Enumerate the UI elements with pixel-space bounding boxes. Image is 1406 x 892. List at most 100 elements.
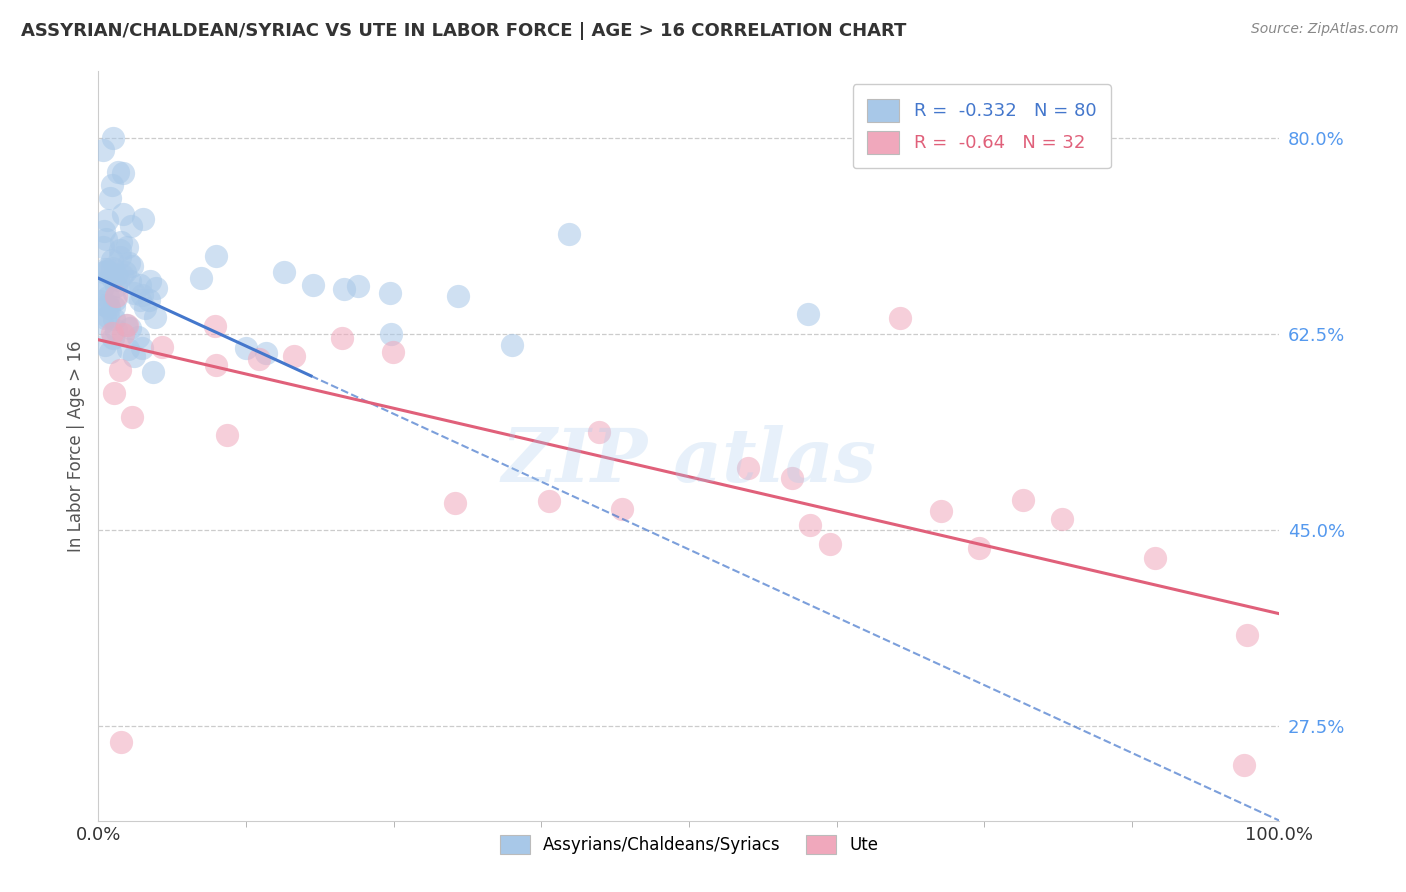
Point	[139, 274, 162, 288]
Point	[111, 326, 134, 341]
Point	[382, 345, 405, 359]
Point	[132, 211, 155, 226]
Point	[273, 265, 295, 279]
Point	[101, 178, 124, 192]
Point	[112, 207, 135, 221]
Point	[89, 293, 111, 308]
Point	[97, 301, 120, 315]
Point	[1233, 757, 1256, 772]
Point	[96, 212, 118, 227]
Point	[110, 235, 132, 250]
Point	[108, 250, 131, 264]
Point	[1050, 512, 1073, 526]
Point	[204, 318, 226, 333]
Point	[107, 165, 129, 179]
Text: Source: ZipAtlas.com: Source: ZipAtlas.com	[1251, 22, 1399, 37]
Point	[1236, 628, 1258, 642]
Point	[120, 219, 142, 233]
Point	[150, 340, 173, 354]
Point	[98, 344, 121, 359]
Point	[537, 494, 560, 508]
Point	[799, 517, 821, 532]
Point	[780, 471, 803, 485]
Point	[247, 351, 270, 366]
Point	[89, 276, 111, 290]
Point	[134, 301, 156, 315]
Point	[1144, 551, 1167, 566]
Point	[110, 243, 132, 257]
Point	[115, 318, 138, 332]
Point	[93, 224, 115, 238]
Point	[90, 316, 112, 330]
Point	[93, 239, 115, 253]
Point	[330, 331, 353, 345]
Legend: Assyrians/Chaldeans/Syriacs, Ute: Assyrians/Chaldeans/Syriacs, Ute	[494, 829, 884, 861]
Point	[796, 307, 818, 321]
Point	[118, 274, 141, 288]
Point	[101, 252, 124, 267]
Point	[110, 735, 132, 749]
Point	[235, 341, 257, 355]
Point	[190, 270, 212, 285]
Point	[443, 496, 465, 510]
Point	[118, 256, 141, 270]
Point	[97, 290, 120, 304]
Point	[122, 349, 145, 363]
Point	[254, 346, 277, 360]
Point	[215, 427, 238, 442]
Point	[347, 278, 370, 293]
Point	[737, 461, 759, 475]
Point	[108, 363, 131, 377]
Point	[967, 541, 990, 555]
Point	[94, 311, 117, 326]
Point	[103, 311, 125, 326]
Point	[380, 327, 402, 342]
Point	[283, 349, 305, 363]
Point	[612, 502, 634, 516]
Point	[97, 262, 120, 277]
Point	[104, 293, 127, 308]
Point	[143, 310, 166, 325]
Point	[127, 330, 149, 344]
Point	[105, 268, 128, 282]
Point	[111, 268, 134, 282]
Point	[129, 277, 152, 292]
Point	[96, 310, 118, 325]
Point	[104, 289, 127, 303]
Point	[124, 285, 146, 300]
Point	[105, 279, 128, 293]
Point	[121, 259, 143, 273]
Point	[101, 131, 124, 145]
Y-axis label: In Labor Force | Age > 16: In Labor Force | Age > 16	[66, 340, 84, 552]
Point	[98, 191, 121, 205]
Point	[101, 271, 124, 285]
Point	[94, 338, 117, 352]
Point	[93, 265, 115, 279]
Point	[1012, 492, 1035, 507]
Point	[107, 273, 129, 287]
Point	[142, 365, 165, 379]
Point	[101, 331, 124, 345]
Point	[929, 504, 952, 518]
Point	[138, 293, 160, 307]
Text: ASSYRIAN/CHALDEAN/SYRIAC VS UTE IN LABOR FORCE | AGE > 16 CORRELATION CHART: ASSYRIAN/CHALDEAN/SYRIAC VS UTE IN LABOR…	[21, 22, 907, 40]
Point	[446, 289, 468, 303]
Point	[117, 343, 139, 357]
Point	[93, 261, 115, 276]
Point	[118, 321, 141, 335]
Point	[129, 293, 152, 307]
Point	[818, 536, 841, 550]
Point	[101, 326, 124, 341]
Point	[131, 341, 153, 355]
Point	[558, 227, 581, 241]
Point	[103, 300, 125, 314]
Point	[115, 318, 138, 332]
Point	[205, 358, 228, 372]
Point	[588, 425, 610, 439]
Point	[94, 298, 117, 312]
Point	[501, 338, 523, 352]
Point	[114, 265, 136, 279]
Point	[378, 286, 401, 301]
Point	[131, 288, 153, 302]
Point	[889, 310, 911, 325]
